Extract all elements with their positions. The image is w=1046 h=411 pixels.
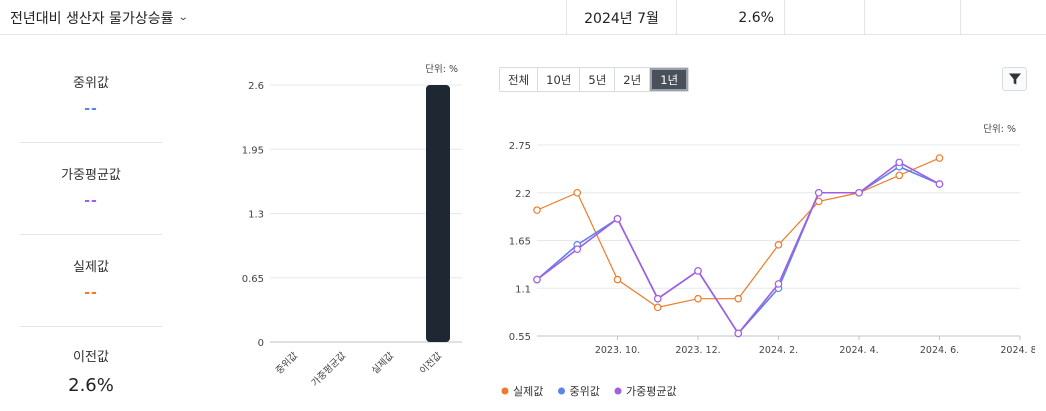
legend-label: 실제값	[513, 385, 543, 398]
data-point	[533, 275, 541, 284]
y-tick-label: 1.1	[515, 284, 531, 295]
tab-10y[interactable]: 10년	[538, 68, 581, 91]
y-tick-label: 1.65	[509, 237, 531, 248]
unit-label: 단위: %	[425, 63, 458, 75]
period-tabs: 전체 10년 5년 2년 1년	[499, 67, 690, 92]
indicator-value: 2.6%	[676, 0, 784, 35]
line-chart: 단위: % 0.55 1.1 1.65 2.2 2.75 2023. 10. 2023. 12…	[501, 123, 1035, 398]
data-point	[895, 158, 904, 167]
stat-label: 중위값	[73, 76, 109, 91]
data-point	[613, 214, 622, 223]
indicator-title: 전년대비 생산자 물가상승률	[10, 10, 174, 27]
data-point	[774, 241, 783, 249]
y-tick-label: 2.2	[515, 189, 531, 200]
stat-value: --	[84, 285, 98, 301]
legend-marker	[501, 387, 509, 395]
data-point	[573, 188, 582, 197]
x-tick-label: 중위값	[273, 349, 300, 376]
data-point	[653, 294, 662, 303]
y-tick-label: 2.75	[509, 141, 531, 152]
empty-cell	[960, 0, 1046, 35]
data-point	[935, 180, 944, 188]
legend-label: 가중평균값	[626, 385, 677, 398]
stat-weighted-average: 가중평균값 --	[20, 164, 162, 209]
unit-label: 단위: %	[983, 123, 1016, 135]
indicator-header-row: 전년대비 생산자 물가상승률 ⌄ 2024년 7월 2.6%	[0, 0, 1046, 35]
x-tick-label: 2024. 8.	[1000, 345, 1035, 356]
stat-label: 이전값	[73, 350, 109, 365]
stat-median: 중위값 --	[20, 72, 162, 117]
x-tick-label: 2023. 12.	[675, 345, 720, 356]
x-tick-label: 2023. 10.	[595, 345, 640, 356]
x-tick-label: 이전값	[417, 349, 444, 376]
indicator-date: 2024년 7월	[566, 0, 676, 35]
divider	[20, 326, 162, 327]
y-tick-label: 1.3	[248, 210, 264, 221]
empty-cell	[864, 0, 960, 35]
filter-icon	[1008, 73, 1021, 85]
stat-value: 2.6%	[68, 375, 114, 396]
x-tick-label: 가중평균값	[309, 349, 349, 389]
series-line	[536, 165, 940, 335]
indicator-selector[interactable]: 전년대비 생산자 물가상승률 ⌄	[0, 0, 566, 35]
stat-label: 실제값	[73, 260, 109, 275]
divider	[20, 234, 162, 235]
tab-2y[interactable]: 2년	[615, 68, 651, 91]
stat-value: --	[84, 193, 98, 209]
stat-actual: 실제값 --	[20, 256, 162, 301]
data-point	[573, 245, 582, 253]
y-tick-label: 0	[258, 338, 264, 349]
data-point	[613, 275, 622, 284]
stat-previous: 이전값 2.6%	[20, 346, 162, 396]
data-point	[774, 280, 783, 288]
data-point	[855, 188, 863, 197]
data-point	[694, 267, 702, 275]
filter-button[interactable]	[1002, 67, 1027, 91]
legend-label: 중위값	[570, 385, 600, 398]
legend-marker	[614, 387, 622, 395]
data-point	[935, 154, 944, 162]
data-point	[734, 329, 743, 338]
x-tick-label: 2024. 4.	[839, 345, 878, 356]
y-tick-label: 0.65	[242, 274, 264, 285]
x-tick-label: 2024. 2.	[759, 345, 798, 356]
data-point	[533, 206, 541, 214]
stat-label: 가중평균값	[61, 168, 121, 183]
y-tick-label: 1.95	[242, 145, 264, 156]
data-point	[814, 188, 823, 197]
tab-all[interactable]: 전체	[500, 68, 539, 91]
tab-5y[interactable]: 5년	[580, 68, 616, 91]
data-point	[694, 294, 702, 303]
legend-marker	[558, 387, 565, 395]
y-tick-label: 2.6	[248, 81, 264, 92]
tab-1y[interactable]: 1년	[650, 68, 689, 91]
series-line	[536, 161, 940, 335]
x-tick-label: 2024. 6.	[920, 345, 959, 356]
divider	[20, 142, 162, 143]
chevron-down-icon: ⌄	[178, 12, 190, 23]
bar-chart: 단위: % 0 0.65 1.3 1.95 2.6 중위값 가중평균값 실제값 이전값	[242, 63, 462, 389]
data-point	[653, 303, 662, 312]
data-point	[895, 171, 904, 180]
data-point	[734, 294, 743, 303]
empty-cell	[784, 0, 864, 35]
x-tick-label: 실제값	[369, 349, 396, 376]
y-tick-label: 0.55	[509, 332, 531, 343]
stat-value: --	[84, 101, 98, 117]
bar	[426, 85, 450, 342]
